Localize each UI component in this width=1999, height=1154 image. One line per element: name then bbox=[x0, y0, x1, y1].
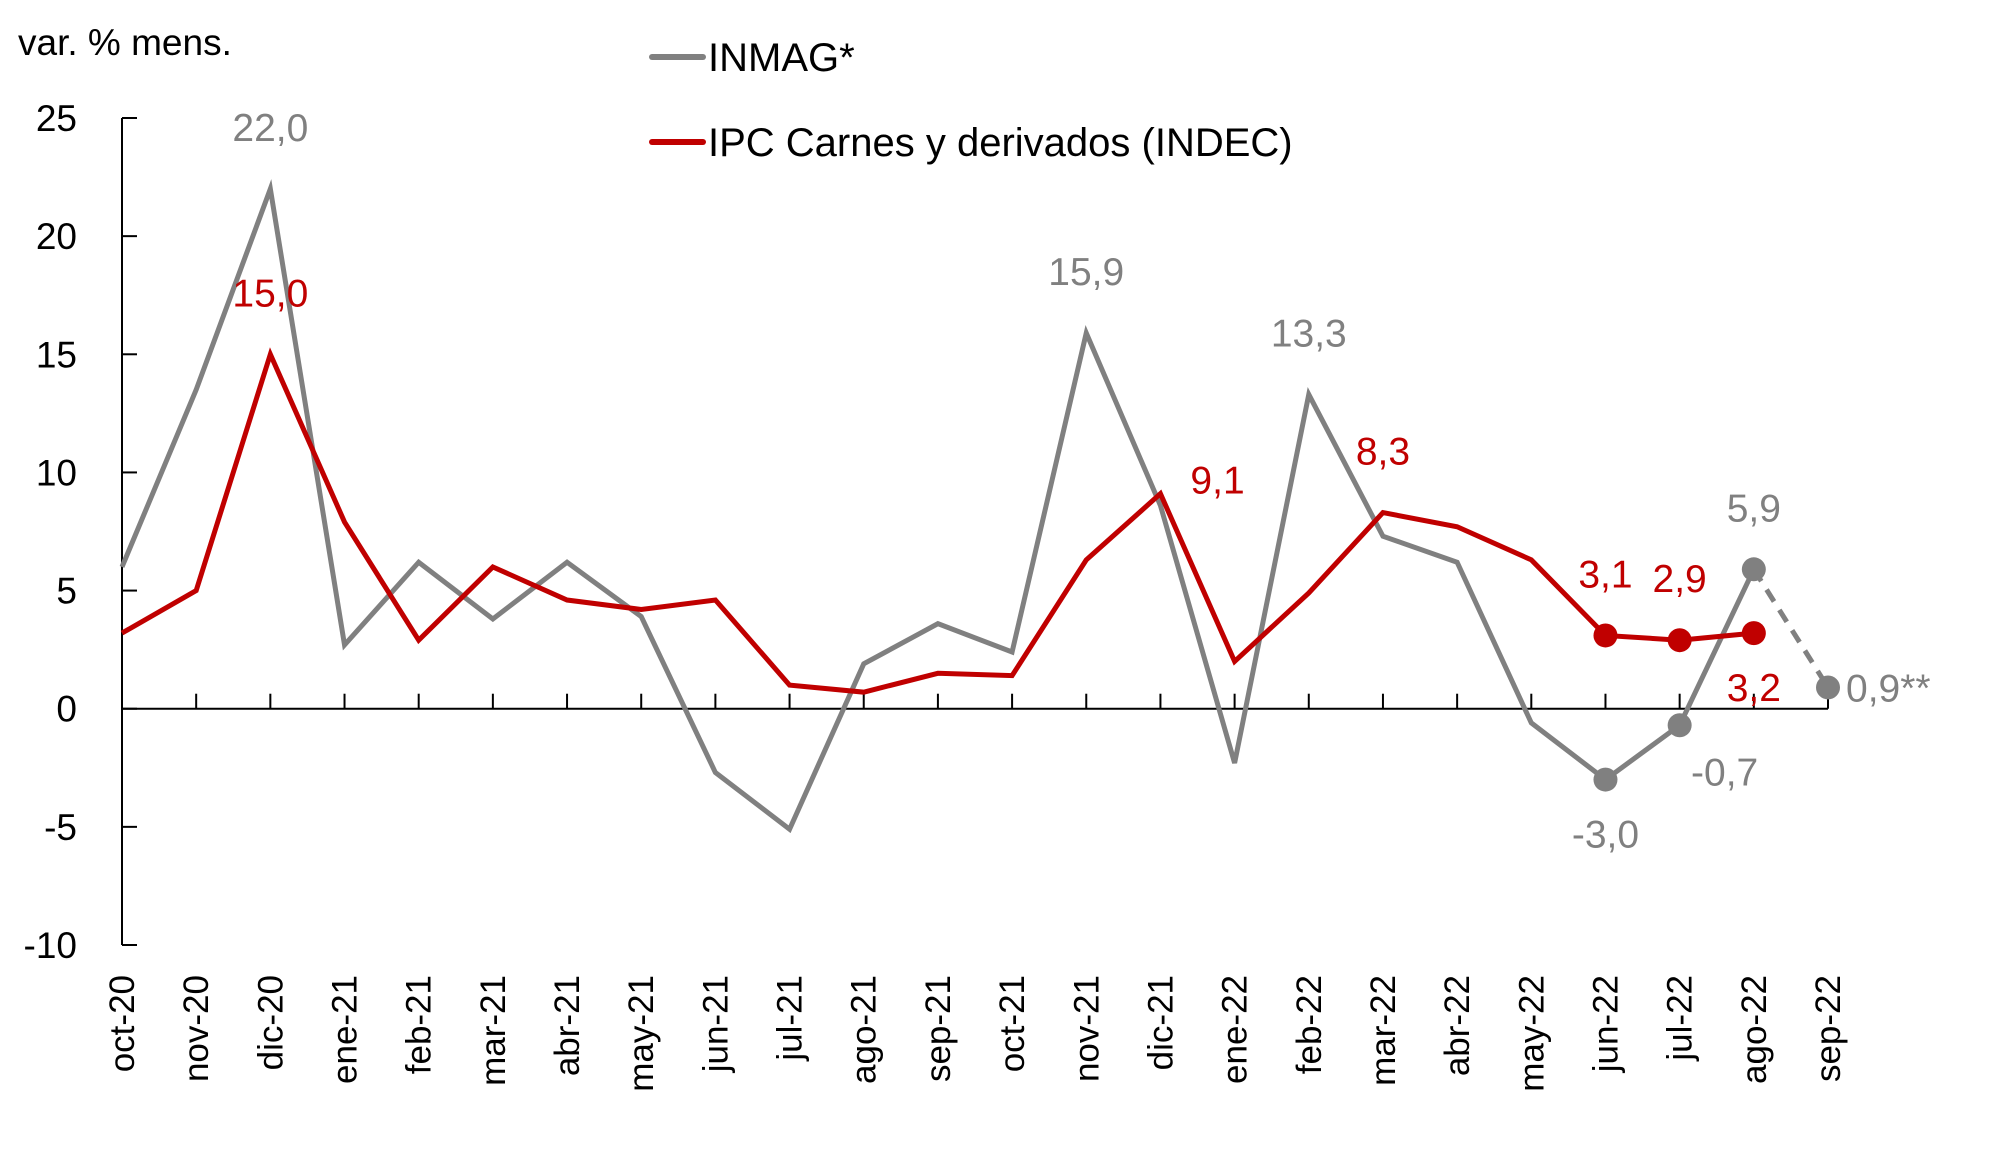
data-label: 15,9 bbox=[1048, 251, 1124, 294]
legend-label: IPC Carnes y derivados (INDEC) bbox=[708, 121, 1293, 165]
x-tick-label: oct-20 bbox=[103, 975, 142, 1072]
x-tick-label: jun-21 bbox=[696, 975, 735, 1073]
y-tick-label: 0 bbox=[56, 689, 77, 730]
x-tick-label: nov-21 bbox=[1067, 975, 1106, 1082]
data-label: 5,9 bbox=[1727, 487, 1781, 530]
data-label: 3,2 bbox=[1727, 667, 1781, 710]
x-tick-label: oct-21 bbox=[993, 975, 1032, 1072]
x-tick-label: jul-21 bbox=[771, 975, 810, 1062]
x-tick-label: dic-21 bbox=[1141, 975, 1180, 1070]
data-point-marker bbox=[1816, 675, 1840, 700]
y-tick-label: -10 bbox=[24, 925, 77, 966]
y-tick-label: 10 bbox=[36, 452, 77, 493]
axes bbox=[121, 118, 1828, 945]
data-point-marker bbox=[1593, 623, 1618, 648]
x-tick-label: ene-21 bbox=[326, 975, 365, 1084]
data-label: 3,1 bbox=[1578, 553, 1632, 596]
y-tick-label: 15 bbox=[36, 334, 77, 375]
series-inmag bbox=[119, 179, 1840, 834]
data-point-marker bbox=[1741, 621, 1766, 646]
y-tick-label: 25 bbox=[36, 98, 77, 139]
y-tick-label: 5 bbox=[56, 571, 77, 612]
x-tick-label: may-22 bbox=[1512, 975, 1551, 1092]
series-line bbox=[120, 347, 1755, 695]
legend-item: INMAG* bbox=[649, 36, 855, 80]
x-tick-label: sep-22 bbox=[1809, 975, 1848, 1082]
data-label: -3,0 bbox=[1572, 814, 1639, 857]
y-tick-label: -5 bbox=[44, 807, 77, 848]
x-tick-label: ago-21 bbox=[845, 975, 884, 1084]
data-point-marker bbox=[1741, 557, 1766, 582]
legend: INMAG* IPC Carnes y derivados (INDEC) bbox=[649, 36, 1293, 165]
data-label: 15,0 bbox=[232, 272, 308, 315]
x-tick-label: abr-21 bbox=[548, 975, 587, 1076]
x-tick-label: mar-22 bbox=[1364, 975, 1403, 1086]
x-tick-label: ago-22 bbox=[1735, 975, 1774, 1084]
data-point-marker bbox=[1593, 767, 1618, 792]
x-tick-label: ene-22 bbox=[1216, 975, 1255, 1084]
data-label: 9,1 bbox=[1190, 460, 1244, 503]
data-point-marker bbox=[1667, 628, 1692, 653]
x-tick-label: feb-22 bbox=[1290, 975, 1329, 1074]
data-label: -0,7 bbox=[1691, 751, 1758, 794]
x-tick-label: abr-22 bbox=[1438, 975, 1477, 1076]
data-label: 22,0 bbox=[232, 107, 308, 150]
legend-item: IPC Carnes y derivados (INDEC) bbox=[649, 121, 1293, 165]
data-label: 13,3 bbox=[1271, 312, 1347, 355]
y-tick-label: 20 bbox=[36, 216, 77, 257]
y-axis-ticks: 25 20 15 10 5 0 -5 -10 bbox=[24, 98, 137, 966]
x-axis-ticks: oct-20 nov-20 dic-20 ene-21 feb-21 mar-21 abr-… bbox=[103, 693, 1848, 1092]
x-tick-label: dic-20 bbox=[251, 975, 290, 1070]
y-axis-title: var. % mens. bbox=[18, 22, 232, 63]
series-ipc-carnes bbox=[120, 347, 1766, 695]
x-tick-label: may-21 bbox=[622, 975, 661, 1092]
x-tick-label: sep-21 bbox=[919, 975, 958, 1082]
x-tick-label: nov-20 bbox=[177, 975, 216, 1082]
series-lines bbox=[119, 179, 1840, 834]
data-label: 2,9 bbox=[1653, 558, 1707, 601]
x-tick-label: mar-21 bbox=[474, 975, 513, 1086]
legend-label: INMAG* bbox=[708, 36, 855, 80]
series-line bbox=[119, 179, 1757, 834]
data-label: 8,3 bbox=[1356, 431, 1410, 474]
data-labels: 22,0 15,9 13,3 -3,0 -0,7 5,9 0,9** 15,0 9,1 8,3 3,… bbox=[232, 107, 1930, 857]
x-tick-label: feb-21 bbox=[400, 975, 439, 1074]
x-tick-label: jul-22 bbox=[1661, 975, 1700, 1062]
data-point-marker bbox=[1667, 713, 1692, 738]
x-tick-label: jun-22 bbox=[1586, 975, 1625, 1073]
data-label: 0,9** bbox=[1846, 667, 1931, 710]
